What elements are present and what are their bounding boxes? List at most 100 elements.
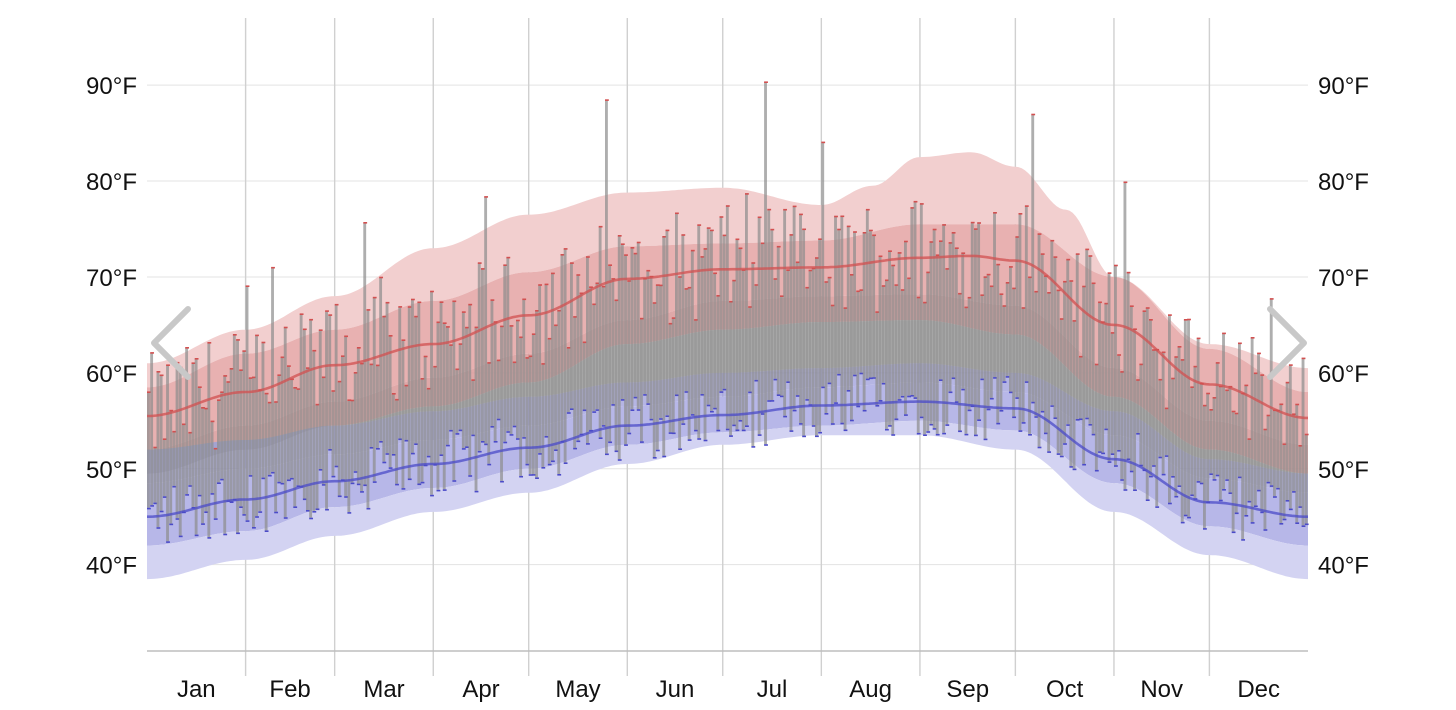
- observed-low-tick: [337, 495, 342, 498]
- observed-day-bar: [376, 365, 379, 449]
- observed-day-bar: [306, 368, 309, 510]
- observed-high-tick: [1082, 285, 1087, 288]
- observed-day-bar: [1098, 302, 1101, 452]
- x-tick-label-apr: Apr: [462, 676, 499, 703]
- observed-high-tick: [242, 350, 247, 352]
- observed-high-tick: [993, 212, 997, 214]
- observed-low-tick: [1190, 494, 1195, 497]
- observed-low-tick: [627, 432, 632, 435]
- observed-high-tick: [624, 254, 628, 256]
- observed-high-tick: [929, 241, 934, 243]
- observed-low-tick: [792, 409, 797, 412]
- observed-day-bar: [481, 269, 484, 441]
- observed-day-bar: [932, 229, 936, 428]
- observed-low-tick: [512, 425, 517, 428]
- observed-day-bar: [299, 314, 303, 487]
- observed-high-tick: [1295, 403, 1300, 406]
- observed-low-tick: [1123, 489, 1128, 491]
- observed-high-tick: [1193, 365, 1198, 368]
- observed-low-tick: [449, 429, 454, 432]
- observed-day-bar: [1063, 281, 1066, 444]
- observed-low-tick: [725, 428, 730, 431]
- observed-high-tick: [439, 301, 444, 303]
- observed-day-bar: [1171, 378, 1175, 476]
- observed-day-bar: [611, 279, 615, 405]
- previous-button[interactable]: [146, 305, 196, 381]
- observed-high-tick: [815, 257, 819, 259]
- observed-high-tick: [194, 358, 199, 360]
- observed-day-bar: [309, 319, 313, 518]
- observed-low-tick: [716, 429, 721, 432]
- observed-day-bar: [353, 373, 357, 472]
- observed-low-tick: [356, 483, 361, 486]
- observed-day-bar: [232, 335, 236, 499]
- x-tick-label-jun: Jun: [656, 676, 695, 703]
- observed-day-bar: [684, 289, 688, 392]
- observed-day-bar: [379, 277, 383, 441]
- y-tick-label-right: 70°F: [1318, 265, 1369, 292]
- observed-low-tick: [1199, 482, 1204, 485]
- observed-day-bar: [1196, 338, 1200, 482]
- observed-high-tick: [869, 229, 873, 232]
- next-button[interactable]: [1262, 305, 1312, 381]
- observed-high-tick: [563, 248, 568, 250]
- observed-day-bar: [153, 447, 157, 503]
- observed-day-bar: [426, 388, 430, 456]
- observed-day-bar: [894, 285, 898, 419]
- y-tick-label-right: 90°F: [1318, 73, 1369, 100]
- observed-low-tick: [1218, 499, 1223, 502]
- observed-day-bar: [1295, 404, 1299, 523]
- observed-low-tick: [954, 401, 959, 403]
- x-tick-label-dec: Dec: [1237, 676, 1280, 703]
- observed-low-tick: [945, 424, 950, 426]
- observed-day-bar: [748, 307, 752, 392]
- observed-day-bar: [372, 297, 376, 482]
- observed-high-tick: [722, 234, 727, 237]
- observed-low-tick: [1085, 417, 1090, 420]
- observed-low-tick: [754, 379, 759, 382]
- observed-day-bar: [461, 312, 465, 449]
- observed-low-tick: [519, 475, 524, 478]
- observed-day-bar: [404, 385, 408, 440]
- observed-day-bar: [1155, 349, 1159, 507]
- observed-low-tick: [366, 507, 371, 510]
- observed-day-bar: [1218, 386, 1222, 500]
- observed-high-tick: [576, 274, 581, 276]
- observed-low-tick: [681, 423, 686, 425]
- observed-day-bar: [248, 378, 252, 476]
- observed-high-tick: [309, 318, 314, 321]
- observed-low-tick: [732, 424, 737, 427]
- observed-day-bar: [1040, 254, 1044, 411]
- observed-day-bar: [1183, 320, 1187, 515]
- observed-low-tick: [407, 478, 412, 481]
- observed-low-tick: [223, 533, 228, 536]
- observed-day-bar: [939, 241, 942, 380]
- observed-high-tick: [767, 208, 772, 211]
- observed-day-bar: [846, 226, 850, 391]
- observed-day-bar: [904, 241, 907, 415]
- observed-high-tick: [1123, 181, 1128, 184]
- observed-high-tick: [430, 290, 434, 293]
- observed-high-tick: [379, 276, 384, 279]
- observed-high-tick: [1104, 302, 1109, 305]
- observed-high-tick: [843, 307, 848, 309]
- observed-low-tick: [376, 448, 380, 450]
- observed-low-tick: [570, 408, 574, 410]
- observed-day-bar: [1193, 366, 1197, 499]
- observed-low-tick: [312, 511, 317, 513]
- observed-low-tick: [166, 541, 170, 543]
- observed-high-tick: [840, 215, 845, 218]
- observed-day-bar: [1225, 390, 1229, 480]
- observed-day-bar: [767, 209, 771, 401]
- y-tick-label-left: 50°F: [86, 457, 137, 484]
- observed-day-bar: [398, 307, 402, 439]
- observed-high-tick: [420, 378, 425, 380]
- x-tick-label-jul: Jul: [757, 676, 788, 703]
- observed-low-tick: [1222, 489, 1226, 491]
- observed-high-tick: [334, 303, 339, 306]
- observed-low-tick: [1161, 473, 1166, 476]
- observed-high-tick: [1059, 318, 1064, 320]
- observed-low-tick: [620, 399, 625, 401]
- observed-day-bar: [318, 330, 322, 469]
- observed-low-tick: [690, 414, 695, 416]
